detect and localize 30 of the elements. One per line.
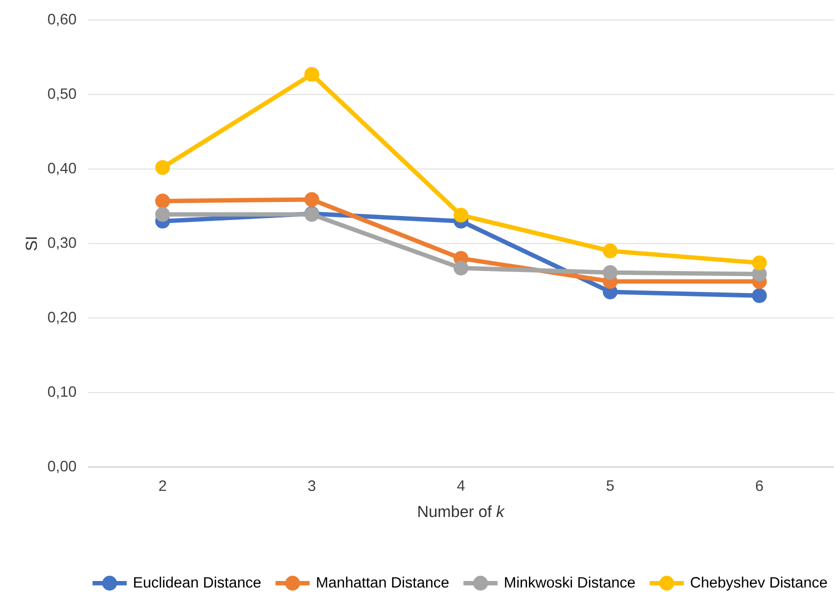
point bbox=[602, 244, 618, 258]
point bbox=[454, 260, 468, 276]
x-tick-label: 3 bbox=[308, 480, 316, 492]
point bbox=[752, 288, 767, 304]
y-tick-label: 0,50 bbox=[48, 88, 76, 101]
point bbox=[454, 208, 468, 223]
y-tick-label: 0,40 bbox=[48, 162, 76, 176]
x-tick-label: 2 bbox=[159, 480, 166, 491]
y-tick-label: 0,30 bbox=[48, 237, 76, 250]
legend-label: Euclidean Distance bbox=[134, 576, 261, 588]
legend-label: Manhattan Distance bbox=[317, 576, 449, 588]
legend-label: Minkwoski Distance bbox=[505, 576, 635, 588]
point bbox=[602, 265, 618, 280]
legend-label: Chebyshev Distance bbox=[690, 576, 827, 591]
point bbox=[155, 160, 170, 175]
x-tick-label: 6 bbox=[756, 480, 763, 492]
y-tick-label: 0,20 bbox=[48, 312, 76, 324]
point bbox=[752, 266, 767, 282]
point bbox=[304, 192, 320, 207]
y-tick-label: 0,10 bbox=[48, 386, 76, 399]
y-axis-title: SI bbox=[26, 237, 38, 250]
point bbox=[155, 194, 170, 208]
point bbox=[304, 66, 320, 82]
x-tick-label: 4 bbox=[457, 480, 465, 491]
y-tick-label: 0,00 bbox=[48, 460, 76, 474]
y-tick-label: 0,60 bbox=[48, 14, 76, 26]
point bbox=[155, 207, 170, 222]
point bbox=[752, 255, 767, 270]
x-axis-title: Number of k bbox=[418, 505, 505, 518]
x-tick-label: 5 bbox=[606, 480, 614, 491]
